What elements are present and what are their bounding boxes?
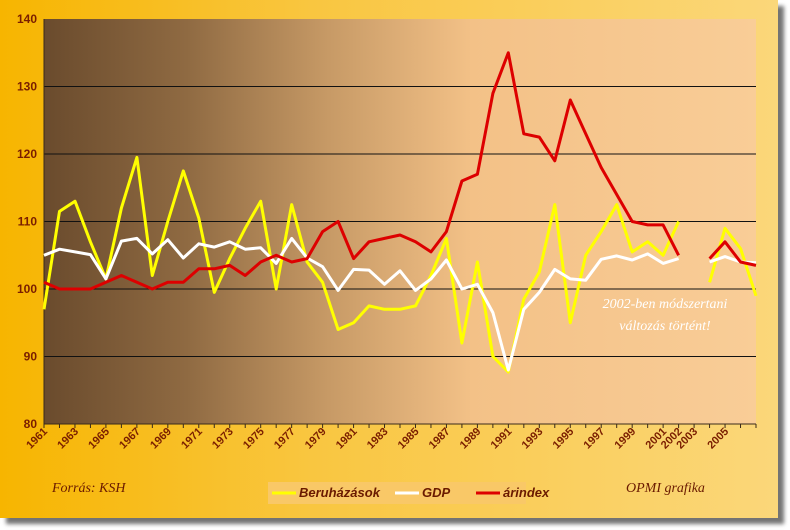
x-tick-label: 1977 — [272, 426, 298, 452]
x-tick-label: 1971 — [179, 426, 205, 452]
x-tick-label: 1999 — [612, 426, 638, 452]
x-tick-label: 1991 — [489, 426, 515, 452]
x-tick-label: 1973 — [210, 426, 236, 452]
series-segment — [43, 51, 680, 291]
credit-text: OPMI grafika — [626, 481, 705, 496]
y-tick-label: 140 — [17, 12, 37, 26]
legend-label: Beruházások — [299, 485, 381, 500]
x-tick-label: 1965 — [86, 426, 112, 452]
x-tick-label: 1963 — [55, 426, 81, 452]
series-segment — [42, 155, 680, 374]
legend-label: GDP — [422, 485, 451, 500]
series-segment — [708, 226, 758, 297]
source-text: Forrás: KSH — [51, 481, 126, 496]
x-tick-label: 1987 — [427, 426, 453, 452]
methodology-note: 2002-ben módszertani — [603, 297, 728, 312]
y-tick-label: 90 — [24, 350, 38, 364]
legend-label: árindex — [503, 485, 550, 500]
x-tick-label: 1975 — [241, 426, 267, 452]
series-segment — [708, 240, 757, 267]
series-segment — [43, 236, 680, 372]
x-tick-label: 1979 — [303, 426, 329, 452]
x-tick-label: 1983 — [365, 426, 391, 452]
methodology-note: változás történt! — [619, 319, 711, 334]
x-tick-label: 1981 — [334, 426, 360, 452]
y-tick-label: 110 — [18, 215, 38, 229]
y-tick-label: 130 — [17, 80, 37, 94]
x-tick-label: 1993 — [520, 426, 546, 452]
series-line — [43, 51, 757, 291]
x-tick-label: 1995 — [551, 426, 577, 452]
y-tick-label: 120 — [17, 147, 37, 161]
series-line — [42, 155, 758, 374]
x-tick-label: 1985 — [396, 426, 422, 452]
x-tick-label: 2005 — [705, 426, 731, 452]
x-tick-label: 1969 — [148, 426, 174, 452]
y-tick-label: 100 — [17, 282, 37, 296]
x-tick-label: 1989 — [458, 426, 484, 452]
y-tick-label: 80 — [24, 417, 38, 431]
x-tick-label: 1997 — [582, 426, 608, 452]
x-tick-label: 1967 — [117, 426, 143, 452]
